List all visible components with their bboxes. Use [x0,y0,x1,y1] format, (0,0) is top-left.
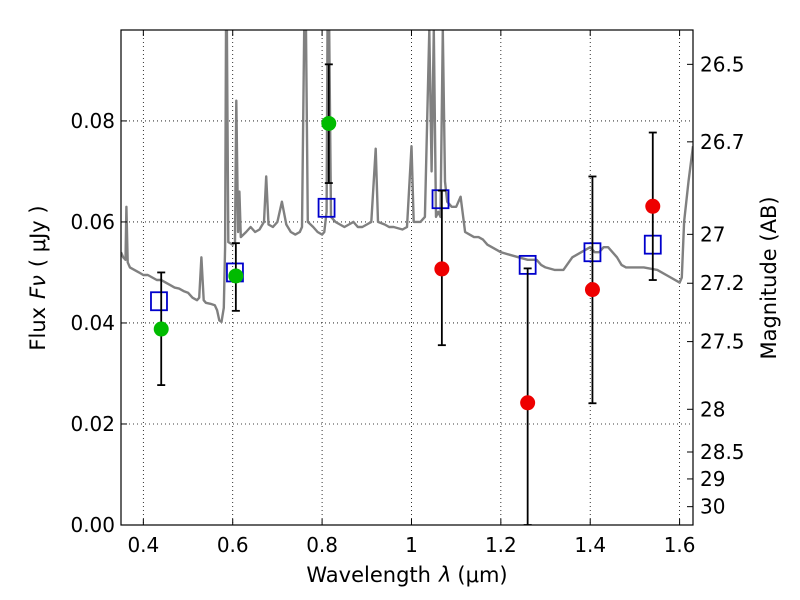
data-point-green [153,321,169,337]
y2-tick-label: 27.5 [700,330,745,354]
x-tick-label: 0.8 [306,533,338,557]
plot-frame [120,29,694,526]
data-layer [121,30,693,525]
data-point-red [520,395,536,411]
y-tick-label: 0.04 [70,311,115,335]
spectrum-line [121,30,693,324]
x-axis-label: Wavelength λ (μm) [306,563,507,587]
model-square [317,197,336,218]
data-point-green [228,268,244,284]
x-tick-label: 1.4 [574,533,606,557]
plot-area [121,30,693,525]
axis-ticks: 0.4 0.6 0.8 1 1.2 1.4 1.6 0.00 0.02 0.04 0.06 0.08 2… [70,30,745,557]
y2-tick-label: 28.5 [700,440,745,464]
y-tick-label: 0.00 [70,513,115,537]
y-tick-label: 0.08 [70,109,115,133]
y-tick-label: 0.02 [70,412,115,436]
data-point-red [645,198,661,214]
x-tick-label: 0.4 [127,533,159,557]
y2-tick-label: 27.2 [700,271,745,295]
data-marks [121,30,693,525]
y2-axis-label: Magnitude (AB) [757,196,781,359]
y-tick-label: 0.06 [70,210,115,234]
x-tick-label: 1 [405,533,418,557]
y2-tick-label: 28 [700,397,725,421]
x-tick-label: 0.6 [217,533,249,557]
y2-tick-label: 29 [700,467,725,491]
model-square [150,291,168,312]
y2-tick-label: 26.5 [700,52,745,76]
x-tick-label: 1.6 [664,533,696,557]
data-point-red [434,261,450,277]
data-point-green [321,115,337,131]
y2-tick-label: 30 [700,495,725,519]
y-axis-label: FluxFν( μJy ) [26,205,50,350]
data-point-red [584,282,600,298]
y2-tick-label: 27 [700,222,725,246]
x-tick-label: 1.2 [485,533,517,557]
y2-tick-label: 26.7 [700,130,745,154]
